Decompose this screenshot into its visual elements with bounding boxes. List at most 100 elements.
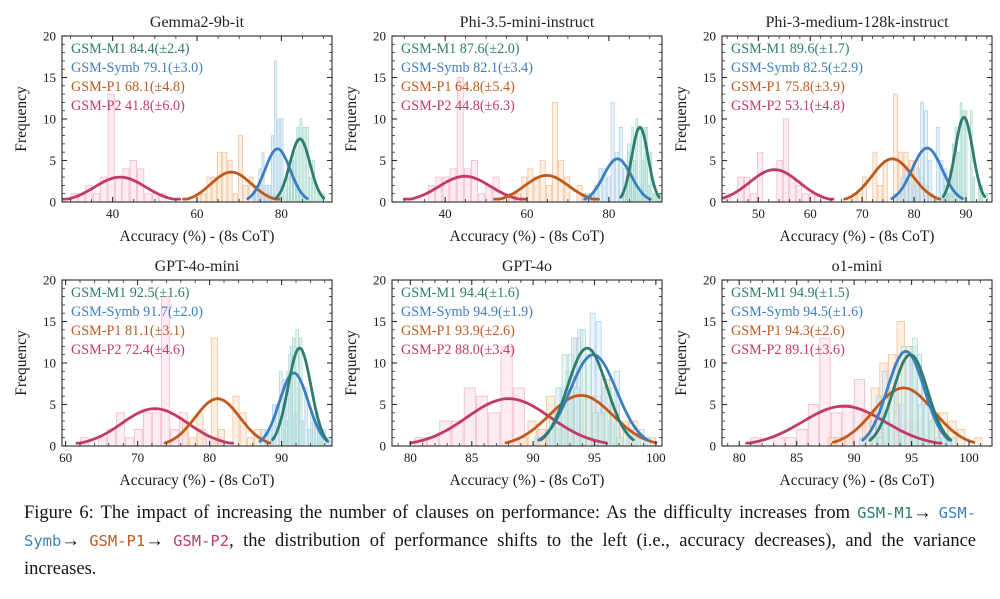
x-tick-label: 50	[752, 206, 765, 221]
y-axis-label: Frequency	[343, 86, 360, 152]
y-axis-label: Frequency	[13, 86, 30, 152]
kde-curve-p1	[831, 386, 976, 444]
caption-text: →	[61, 530, 90, 551]
y-tick-label: 10	[373, 111, 386, 126]
y-tick-label: 0	[380, 194, 387, 209]
legend-entry-symb: GSM-Symb 82.1(±3.4)	[401, 60, 533, 76]
x-axis-label: Accuracy (%) - (8s CoT)	[120, 228, 275, 245]
subplot-cell-gemma2-9b-it: 0 5 10 15 20 40 60 80 Gemma2-9b-it GSM-M1 84.4(±2…	[12, 6, 338, 248]
y-tick-label: 15	[373, 314, 386, 329]
x-tick-label: 60	[59, 450, 72, 465]
x-tick-label: 100	[646, 450, 666, 465]
kde-curve-symb	[890, 146, 964, 200]
y-axis-label: Frequency	[13, 330, 30, 396]
x-tick-label: 70	[856, 206, 869, 221]
x-tick-label: 60	[191, 206, 204, 221]
subplot-cell-o1-mini: 0 5 10 15 20 80 85 90 95 100 o1-mini GSM-M1 94.9(±1…	[672, 250, 998, 492]
y-tick-label: 0	[710, 438, 717, 453]
x-tick-label: 60	[521, 206, 534, 221]
legend-entry-m1: GSM-M1 92.5(±1.6)	[71, 285, 190, 301]
kde-curve-symb	[861, 350, 951, 442]
y-tick-label: 10	[43, 355, 56, 370]
y-tick-label: 20	[43, 272, 56, 287]
legend-entry-m1: GSM-M1 94.4(±1.6)	[401, 285, 520, 301]
x-axis-label: Accuracy (%) - (8s CoT)	[450, 228, 605, 245]
legend-entry-m1: GSM-M1 87.6(±2.0)	[401, 41, 520, 57]
kde-curve-p1	[163, 397, 272, 445]
x-tick-label: 80	[908, 206, 921, 221]
figure-caption: Figure 6: The impact of increasing the n…	[24, 500, 976, 583]
x-tick-label: 70	[131, 450, 144, 465]
kde-curve-symb	[246, 147, 309, 200]
kde-curve-p1	[493, 174, 600, 201]
subplot-cell-gpt-4o-mini: 0 5 10 15 20 60 70 80 90 GPT-4o-mini GSM-M1 92.5(±…	[12, 250, 338, 492]
caption-dataset-symb: GSM-Symb	[24, 504, 976, 550]
subplot-gpt-4o: 0 5 10 15 20 80 85 90 95 100 GPT-4o GSM-M1 94.4(±1.…	[343, 258, 666, 489]
histogram-layer	[724, 93, 989, 202]
kde-curve-m1	[868, 353, 953, 442]
x-tick-label: 40	[439, 206, 452, 221]
legend-entry-symb: GSM-Symb 82.5(±2.9)	[731, 60, 863, 76]
subplot-title: Phi-3.5-mini-instruct	[460, 14, 595, 31]
legend-entry-symb: GSM-Symb 79.1(±3.0)	[71, 60, 203, 76]
kde-curve-symb	[583, 157, 652, 201]
legend-entry-symb: GSM-Symb 91.7(±2.0)	[71, 304, 203, 320]
y-tick-label: 10	[703, 111, 716, 126]
kde-curve-m1	[274, 137, 326, 200]
subplot-title: o1-mini	[832, 258, 883, 275]
kde-curve-p1	[843, 157, 942, 201]
kde-curve-p2	[409, 397, 608, 445]
kde-layer	[75, 346, 330, 445]
x-tick-label: 100	[959, 450, 979, 465]
kde-curve-symb	[258, 371, 330, 443]
kde-layer	[402, 125, 661, 201]
legend-entry-p2: GSM-P2 44.8(±6.3)	[401, 98, 515, 114]
subplot-title: Gemma2-9b-it	[150, 14, 245, 31]
x-tick-label: 90	[527, 450, 540, 465]
kde-curve-p2	[402, 174, 527, 201]
y-tick-label: 0	[380, 438, 387, 453]
subplot-title: GPT-4o-mini	[155, 258, 240, 275]
y-tick-label: 20	[373, 28, 386, 43]
subplot-cell-phi-3-5-mini-instruct: 0 5 10 15 20 40 60 80 Phi-3.5-mini-instruct GSM-M…	[342, 6, 668, 248]
kde-curve-m1	[619, 125, 661, 199]
legend-entry-p2: GSM-P2 72.4(±4.6)	[71, 342, 185, 358]
subplot-phi-3-5-mini-instruct: 0 5 10 15 20 40 60 80 Phi-3.5-mini-instruct GSM-M…	[343, 14, 663, 245]
kde-layer	[62, 137, 326, 201]
kde-curve-p1	[504, 394, 658, 445]
y-tick-label: 0	[50, 194, 57, 209]
caption-dataset-p1: GSM-P1	[89, 531, 146, 550]
x-tick-label: 60	[804, 206, 817, 221]
subplot-phi-3-medium-128k-instruct: 0 5 10 15 20 50 60 70 80 90 Phi-3-medium-128k-inst…	[673, 14, 993, 245]
x-axis-label: Accuracy (%) - (8s CoT)	[780, 472, 935, 489]
legend-entry-p1: GSM-P1 94.3(±2.6)	[731, 323, 845, 339]
caption-dataset-m1: GSM-M1	[857, 504, 914, 522]
x-tick-label: 90	[848, 450, 861, 465]
x-tick-label: 85	[790, 450, 803, 465]
y-tick-label: 15	[43, 70, 56, 85]
y-tick-label: 20	[703, 28, 716, 43]
subplot-cell-phi-3-medium-128k-instruct: 0 5 10 15 20 50 60 70 80 90 Phi-3-medium-128k-inst…	[672, 6, 998, 248]
kde-curve-p2	[75, 407, 235, 445]
caption-text: →	[913, 503, 939, 523]
y-tick-label: 20	[373, 272, 386, 287]
legend-entry-symb: GSM-Symb 94.5(±1.6)	[731, 304, 863, 320]
kde-layer	[409, 346, 658, 445]
x-tick-label: 80	[275, 206, 288, 221]
x-axis-label: Accuracy (%) - (8s CoT)	[780, 228, 935, 245]
caption-dataset-p2: GSM-P2	[173, 531, 230, 550]
subplot-gpt-4o-mini: 0 5 10 15 20 60 70 80 90 GPT-4o-mini GSM-M1 92.5(±…	[13, 258, 333, 489]
x-axis-label: Accuracy (%) - (8s CoT)	[120, 472, 275, 489]
kde-curve-p1	[182, 170, 281, 201]
legend-entry-p2: GSM-P2 88.0(±3.4)	[401, 342, 515, 358]
legend-entry-p1: GSM-P1 81.1(±3.1)	[71, 323, 185, 339]
y-tick-label: 10	[703, 355, 716, 370]
x-tick-label: 80	[404, 450, 417, 465]
y-axis-label: Frequency	[673, 330, 690, 396]
subplot-title: Phi-3-medium-128k-instruct	[765, 14, 949, 31]
kde-curve-p2	[722, 168, 835, 201]
y-tick-label: 5	[50, 153, 57, 168]
subplot-cell-gpt-4o: 0 5 10 15 20 80 85 90 95 100 GPT-4o GSM-M1 94.4(±1.…	[342, 250, 668, 492]
kde-layer	[745, 350, 976, 445]
